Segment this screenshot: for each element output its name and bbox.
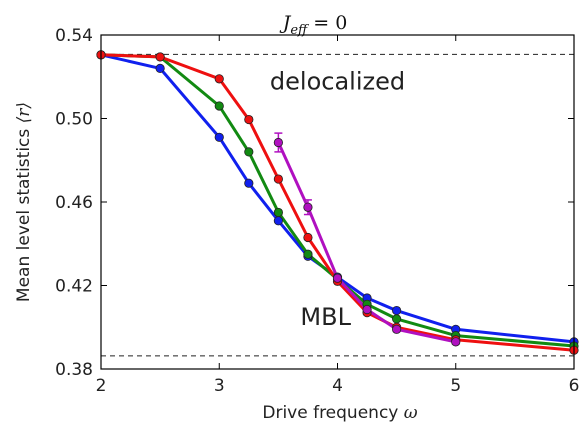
data-point-2-1 — [155, 52, 165, 62]
data-point-2-5 — [303, 232, 313, 243]
data-point-0-2 — [214, 132, 224, 142]
plot-layer: 2 3 4 5 6 0.38 0.42 0.46 0.50 0.54 delocalized MBL — [55, 26, 579, 396]
x-axis-label: Drive frequency ω — [262, 403, 417, 423]
x-tick-label-1: 3 — [214, 376, 225, 396]
plot-frame — [100, 34, 575, 370]
x-axis-label-text: Drive frequency — [262, 403, 398, 423]
chart-title: Jeff = 0 — [279, 12, 348, 38]
data-point-1-5 — [303, 249, 313, 259]
data-point-3-5 — [451, 337, 461, 347]
data-point-0-1 — [155, 63, 165, 74]
x-axis-symbol: ω — [404, 403, 418, 423]
data-point-1-8 — [392, 314, 402, 324]
annotation-mbl: MBL — [300, 303, 351, 331]
annotation-delocalized: delocalized — [270, 67, 405, 95]
title-main: J — [279, 12, 292, 34]
data-point-0-8 — [392, 305, 402, 316]
data-point-2-4 — [273, 174, 283, 184]
data-point-3-4 — [392, 324, 402, 334]
data-point-3-2 — [332, 273, 343, 283]
y-tick-label-1: 0.42 — [55, 277, 93, 297]
x-tick-label-2: 4 — [332, 376, 343, 396]
x-tick-label-3: 5 — [450, 376, 461, 396]
data-point-0-4 — [273, 216, 283, 226]
y-axis-label: Mean level statistics ⟨r⟩ — [14, 102, 34, 302]
x-tick-label-4: 6 — [569, 376, 580, 396]
data-point-3-0 — [273, 137, 283, 148]
y-axis-symbol: ⟨r⟩ — [14, 102, 34, 123]
y-tick-label-0: 0.38 — [55, 360, 93, 380]
y-axis-label-text: Mean level statistics — [14, 129, 34, 302]
title-rest: = 0 — [307, 12, 347, 34]
title-subscript: eff — [290, 23, 310, 38]
data-point-3-3 — [362, 304, 372, 315]
data-point-1-3 — [244, 147, 254, 157]
series-line-3 — [277, 141, 457, 344]
series-line-0 — [100, 53, 575, 344]
data-point-3-1 — [303, 202, 313, 212]
y-tick-label-4: 0.54 — [55, 26, 93, 46]
data-point-2-3 — [244, 114, 254, 125]
data-point-1-4 — [273, 207, 283, 218]
data-point-0-3 — [244, 178, 254, 188]
x-tick-label-0: 2 — [96, 376, 107, 396]
y-tick-label-2: 0.46 — [55, 193, 93, 213]
data-point-1-2 — [214, 101, 224, 111]
y-tick-label-3: 0.50 — [55, 110, 93, 130]
data-point-2-2 — [214, 74, 224, 84]
